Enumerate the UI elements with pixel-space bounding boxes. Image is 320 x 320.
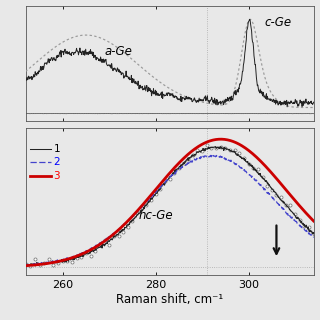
Text: nc-Ge: nc-Ge (138, 209, 173, 222)
Text: 2: 2 (53, 157, 60, 167)
Text: 3: 3 (53, 171, 60, 180)
Text: c-Ge: c-Ge (265, 16, 292, 29)
Text: a-Ge: a-Ge (105, 45, 132, 58)
X-axis label: Raman shift, cm⁻¹: Raman shift, cm⁻¹ (116, 293, 223, 306)
Text: 1: 1 (53, 144, 60, 154)
